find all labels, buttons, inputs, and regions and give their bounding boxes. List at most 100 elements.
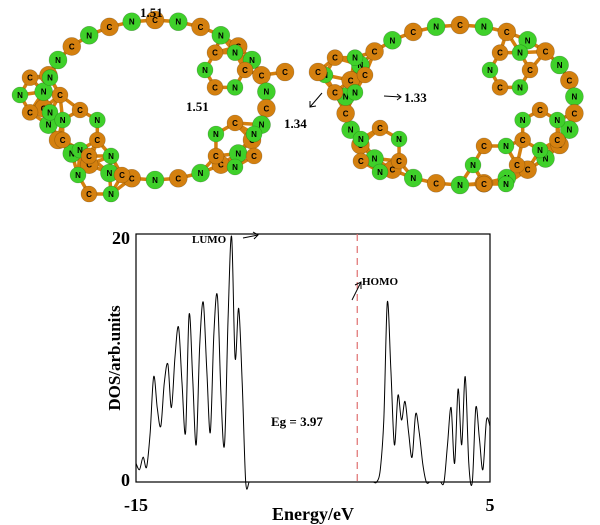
svg-text:N: N	[554, 116, 560, 125]
carbon-atom: C	[51, 86, 69, 104]
svg-text:N: N	[41, 88, 47, 97]
svg-text:C: C	[107, 23, 113, 32]
nitrogen-atom: N	[79, 25, 99, 45]
svg-text:N: N	[525, 36, 531, 45]
svg-text:C: C	[332, 54, 338, 63]
svg-text:N: N	[457, 181, 463, 190]
dos-series-line	[135, 235, 491, 490]
carbon-atom: C	[475, 175, 493, 193]
svg-text:N: N	[232, 49, 238, 58]
svg-text:N: N	[218, 31, 224, 40]
svg-text:C: C	[362, 71, 368, 80]
svg-text:N: N	[129, 18, 135, 27]
carbon-atom: C	[403, 22, 423, 42]
carbon-atom: C	[371, 119, 389, 137]
nitrogen-atom: N	[474, 17, 494, 37]
svg-text:C: C	[348, 76, 354, 85]
svg-text:N: N	[520, 116, 526, 125]
nitrogen-atom: N	[41, 69, 59, 86]
svg-text:C: C	[86, 190, 92, 199]
carbon-atom: C	[521, 61, 539, 79]
svg-text:N: N	[470, 161, 476, 170]
carbon-atom: C	[531, 101, 549, 119]
nitrogen-atom: N	[69, 166, 87, 184]
nitrogen-atom: N	[352, 130, 370, 148]
svg-text:N: N	[372, 155, 378, 164]
carbon-atom: C	[168, 168, 188, 188]
carbon-atom: C	[100, 17, 119, 37]
svg-text:N: N	[198, 169, 204, 178]
svg-text:N: N	[517, 83, 523, 92]
svg-text:N: N	[17, 91, 23, 100]
carbon-atom: C	[245, 147, 263, 165]
nitrogen-atom: N	[41, 104, 59, 121]
bond-label-arrows	[309, 92, 402, 108]
svg-text:C: C	[263, 104, 269, 113]
carbon-atom: C	[336, 104, 355, 123]
x-axis-label: Energy/eV	[272, 504, 354, 524]
svg-text:N: N	[571, 93, 577, 102]
svg-text:C: C	[497, 49, 503, 58]
svg-text:N: N	[352, 88, 358, 97]
carbon-atom: C	[390, 152, 408, 170]
carbon-atom: C	[508, 156, 526, 174]
svg-text:N: N	[263, 88, 269, 97]
svg-text:C: C	[525, 166, 531, 175]
svg-text:C: C	[77, 106, 83, 115]
svg-text:C: C	[396, 157, 402, 166]
carbon-atom: C	[275, 62, 295, 82]
carbon-atom: C	[326, 49, 344, 66]
svg-text:N: N	[396, 135, 402, 144]
svg-text:N: N	[557, 61, 563, 70]
svg-text:C: C	[527, 66, 533, 75]
carbon-atom: C	[514, 131, 531, 149]
nitrogen-atom: N	[54, 111, 71, 129]
carbon-atom: C	[475, 137, 493, 155]
svg-text:C: C	[343, 109, 349, 118]
carbon-atom: C	[21, 69, 39, 86]
annotation-homo: HOMO	[362, 276, 398, 288]
svg-text:C: C	[251, 152, 257, 161]
nitrogen-atom: N	[211, 25, 231, 45]
nitrogen-atom: N	[102, 147, 120, 165]
svg-text:C: C	[198, 23, 204, 32]
svg-text:C: C	[497, 83, 503, 92]
carbon-atom: C	[356, 66, 374, 84]
svg-text:N: N	[75, 171, 81, 180]
svg-text:C: C	[232, 119, 238, 128]
annotation-lumo: LUMO	[192, 234, 227, 246]
nitrogen-atom: N	[226, 158, 244, 176]
svg-text:N: N	[566, 126, 572, 135]
svg-text:C: C	[566, 76, 572, 85]
nitrogen-atom: N	[464, 156, 482, 174]
nitrogen-atom: N	[531, 141, 549, 159]
svg-text:N: N	[433, 23, 439, 32]
carbon-atom: C	[62, 37, 82, 56]
nitrogen-atom: N	[426, 17, 446, 37]
nitrogen-atom: N	[168, 12, 188, 32]
svg-text:N: N	[352, 54, 358, 63]
nitrogen-atom: N	[514, 111, 531, 129]
carbon-atom: C	[21, 104, 39, 121]
y-tick-bottom: 0	[121, 470, 130, 490]
svg-text:C: C	[94, 136, 100, 145]
svg-text:C: C	[543, 47, 549, 56]
svg-text:N: N	[202, 66, 208, 75]
svg-text:N: N	[175, 18, 181, 27]
svg-text:N: N	[108, 152, 114, 161]
svg-text:C: C	[410, 28, 416, 37]
svg-text:C: C	[377, 124, 383, 133]
svg-text:N: N	[358, 135, 364, 144]
carbon-atom: C	[365, 42, 384, 61]
svg-text:N: N	[249, 56, 255, 65]
carbon-atom: C	[54, 131, 71, 149]
x-tick-left: -15	[124, 495, 148, 515]
svg-text:C: C	[86, 161, 92, 170]
nitrogen-atom: N	[403, 168, 423, 188]
svg-text:N: N	[410, 174, 416, 183]
svg-text:N: N	[503, 142, 509, 151]
nitrogen-atom: N	[497, 137, 515, 155]
svg-text:C: C	[213, 152, 219, 161]
svg-text:N: N	[251, 130, 257, 139]
annotation-eg: Eg = 3.97	[271, 414, 323, 429]
